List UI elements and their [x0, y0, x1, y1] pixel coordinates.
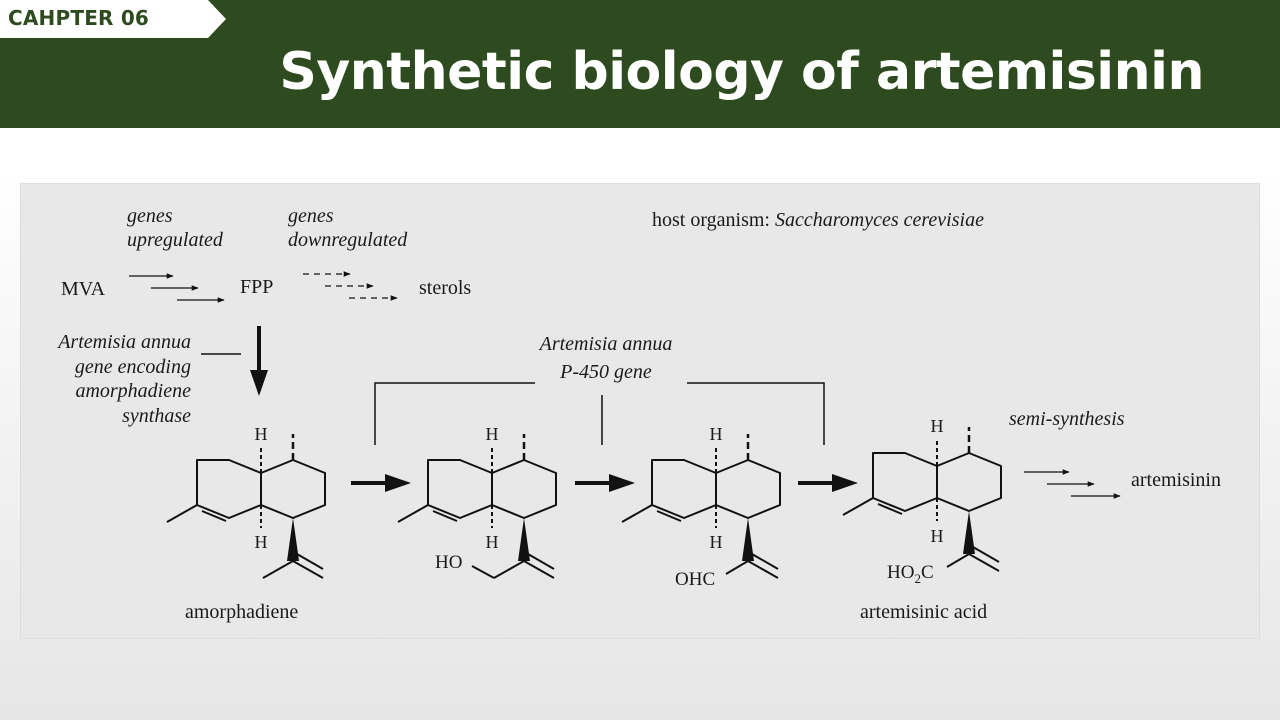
h-label: H — [710, 532, 723, 552]
slide-title: Synthetic biology of artemisinin — [279, 42, 1204, 102]
svg-text:synthase: synthase — [122, 405, 191, 427]
genes-down-label-1: genes — [288, 205, 334, 227]
h-label: H — [255, 532, 268, 552]
genes-up-label-2: upregulated — [127, 229, 224, 251]
chapter-tab: CAHPTER 06 — [0, 0, 226, 38]
h-label: H — [710, 424, 723, 444]
reaction-arrow — [351, 474, 411, 492]
svg-text:Artemisia annua: Artemisia annua — [538, 333, 673, 355]
downregulated-arrows — [303, 271, 398, 301]
host-organism-label: host organism: Saccharomyces cerevisiae — [652, 209, 984, 231]
artemisinic-acid-molecule — [842, 427, 1002, 572]
svg-text:gene encoding: gene encoding — [75, 356, 191, 378]
artemisinin-label: artemisinin — [1131, 469, 1221, 491]
sterols-label: sterols — [419, 277, 471, 299]
artemisinic-acid-label: artemisinic acid — [860, 601, 987, 623]
synthase-gene-label: Artemisia annua gene encoding amorphadie… — [56, 331, 191, 427]
semi-synthesis-label: semi-synthesis — [1009, 408, 1125, 430]
mva-label: MVA — [61, 278, 106, 300]
semi-synthesis-arrows — [1024, 469, 1121, 499]
amorphadiene-label: amorphadiene — [185, 601, 298, 623]
h-label: H — [486, 424, 499, 444]
reaction-arrow — [575, 474, 635, 492]
svg-text:amorphadiene: amorphadiene — [75, 380, 191, 402]
artemisinic-alcohol-molecule — [397, 434, 557, 579]
upregulated-arrows — [129, 273, 225, 303]
artemisinic-aldehyde-molecule — [621, 434, 781, 579]
ohc-label: OHC — [675, 569, 715, 590]
h-label: H — [486, 532, 499, 552]
genes-up-label-1: genes — [127, 205, 173, 227]
synthase-arrow — [250, 326, 268, 396]
molecule-structure — [166, 427, 1002, 579]
h-label: H — [255, 424, 268, 444]
pathway-figure: genes upregulated genes downregulated ho… — [20, 183, 1260, 639]
svg-text:P-450 gene: P-450 gene — [559, 361, 652, 383]
svg-text:Artemisia annua: Artemisia annua — [56, 331, 191, 353]
fpp-label: FPP — [240, 276, 273, 298]
amorphadiene-molecule — [166, 434, 326, 579]
ho2c-label: HO2C — [887, 562, 934, 586]
p450-gene-label: Artemisia annua P-450 gene — [538, 333, 673, 383]
reaction-arrow — [798, 474, 858, 492]
h-label: H — [931, 526, 944, 546]
p450-bracket — [374, 382, 825, 445]
chapter-label: CAHPTER 06 — [8, 6, 150, 30]
ho-label: HO — [435, 552, 462, 573]
genes-down-label-2: downregulated — [288, 229, 408, 251]
h-label: H — [931, 416, 944, 436]
